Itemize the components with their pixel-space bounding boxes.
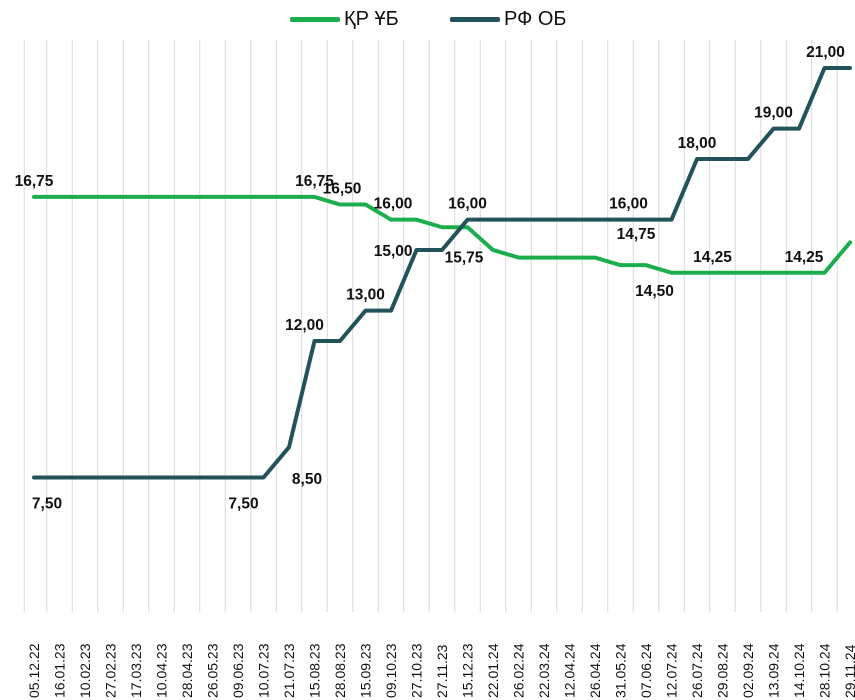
data-label: 13,00	[346, 287, 385, 304]
x-tick-label: 22.01.24	[485, 643, 501, 698]
data-label: 12,00	[285, 317, 324, 334]
x-tick-label: 10.04.23	[154, 643, 170, 698]
x-tick-label: 15.12.23	[460, 643, 476, 698]
x-tick-label: 09.06.23	[230, 643, 246, 698]
data-label: 15,75	[445, 249, 484, 266]
x-tick-label: 10.07.23	[256, 643, 272, 698]
x-tick-label: 16.01.23	[52, 643, 68, 698]
data-label: 19,00	[754, 105, 793, 122]
x-tick-label: 29.08.24	[715, 643, 731, 698]
x-tick-label: 27.10.23	[409, 643, 425, 698]
data-label: 7,50	[228, 496, 258, 513]
x-tick-label: 17.03.23	[128, 643, 144, 698]
x-tick-label: 26.07.24	[689, 643, 705, 698]
x-tick-label: 21.07.23	[281, 643, 297, 698]
data-label: 14,25	[693, 249, 732, 266]
legend-swatch-rf	[450, 17, 500, 22]
x-tick-label: 29.11.24	[842, 644, 855, 698]
x-tick-label: 12.04.24	[562, 643, 578, 698]
x-tick-label: 22.03.24	[536, 643, 552, 698]
x-tick-label: 12.07.24	[664, 643, 680, 698]
x-tick-label: 07.06.24	[638, 643, 654, 698]
x-tick-label: 05.12.22	[26, 643, 42, 698]
x-tick-label: 14.10.24	[791, 643, 807, 698]
x-tick-label: 27.02.23	[103, 643, 119, 698]
legend-item-kz: ҚР ҰБ	[290, 8, 399, 31]
x-tick-label: 27.11.23	[434, 644, 450, 698]
x-tick-label: 15.08.23	[307, 643, 323, 698]
x-tick-label: 31.05.24	[613, 643, 629, 698]
data-label: 8,50	[292, 471, 322, 488]
data-label: 16,00	[448, 196, 487, 213]
x-tick-label: 26.05.23	[205, 643, 221, 698]
data-label: 7,50	[32, 496, 62, 513]
data-label: 16,75	[15, 173, 54, 190]
x-tick-label: 13.09.24	[766, 643, 782, 698]
legend-label-rf: РФ ОБ	[504, 8, 567, 30]
x-tick-label: 28.08.23	[332, 643, 348, 698]
data-label: 15,00	[374, 243, 413, 260]
x-tick-label: 15.09.23	[358, 643, 374, 698]
x-tick-label: 26.04.24	[587, 643, 603, 698]
data-label: 16,00	[374, 196, 413, 213]
x-tick-label: 28.10.24	[817, 643, 833, 698]
legend-item-rf: РФ ОБ	[450, 8, 567, 31]
data-label: 14,50	[635, 283, 674, 300]
data-label: 16,50	[323, 181, 362, 198]
x-tick-label: 10.02.23	[77, 643, 93, 698]
data-label: 14,25	[785, 249, 824, 266]
legend-swatch-kz	[290, 17, 340, 22]
data-label: 16,75	[295, 173, 334, 190]
data-label: 18,00	[678, 135, 717, 152]
legend-label-kz: ҚР ҰБ	[344, 8, 399, 30]
data-label: 16,00	[609, 196, 648, 213]
x-tick-label: 02.09.24	[740, 643, 756, 698]
x-tick-label: 28.04.23	[179, 643, 195, 698]
x-tick-label: 26.02.24	[511, 643, 527, 698]
chart-legend: ҚР ҰБ РФ ОБ	[0, 8, 855, 36]
x-tick-label: 09.10.23	[383, 643, 399, 698]
data-label: 21,00	[806, 44, 845, 61]
data-label: 14,75	[617, 226, 656, 243]
